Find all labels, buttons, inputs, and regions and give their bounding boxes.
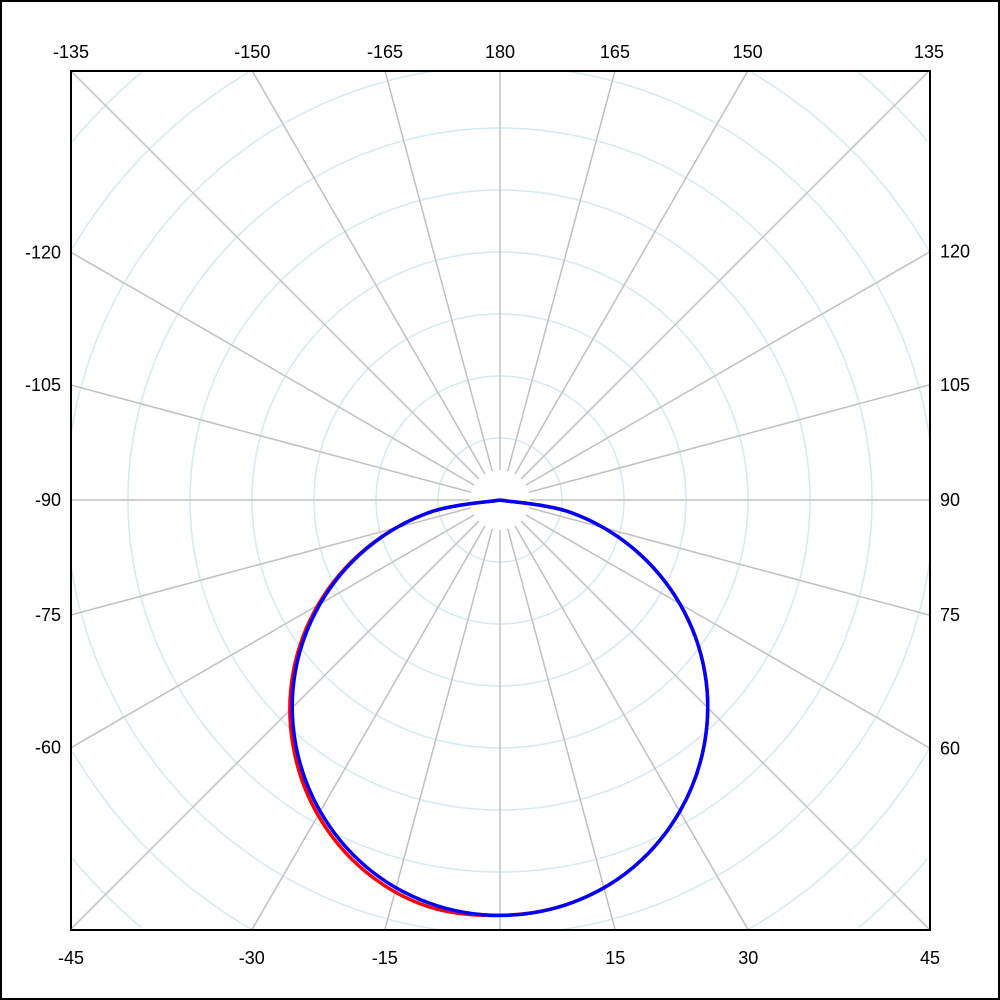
left-angle-label: -75 — [35, 605, 61, 625]
left-angle-label: -60 — [35, 738, 61, 758]
plot-area — [70, 70, 931, 931]
bottom-angle-label: 45 — [920, 948, 940, 968]
bottom-angle-label: -30 — [239, 948, 265, 968]
grid-radial-line — [70, 70, 480, 480]
grid-radial-line — [514, 70, 749, 475]
grid-radial-line — [384, 70, 493, 472]
bottom-angle-label: 15 — [605, 948, 625, 968]
grid-radial-line — [528, 384, 931, 493]
top-angle-label: -165 — [367, 42, 403, 62]
top-angle-label: -135 — [53, 42, 89, 62]
grid-radial-line — [70, 384, 472, 493]
grid-radial-line — [251, 525, 486, 931]
grid-radial-line — [514, 525, 749, 931]
left-angle-label: -105 — [25, 375, 61, 395]
left-angle-label: -120 — [25, 242, 61, 262]
series-line-1 — [290, 498, 710, 918]
grid-radial-line — [507, 70, 616, 472]
grid-radial-line — [528, 507, 931, 616]
top-angle-label: 165 — [600, 42, 630, 62]
top-angle-label: -150 — [234, 42, 270, 62]
grid-radial-line — [520, 70, 930, 480]
grid-radial-line — [507, 528, 616, 931]
grid-radial-line — [520, 520, 931, 931]
right-angle-label: 90 — [940, 490, 960, 510]
top-angle-label: 180 — [485, 42, 515, 62]
right-angle-label: 75 — [940, 605, 960, 625]
grid-radial-line — [384, 528, 493, 931]
grid-radial-line — [525, 514, 931, 749]
grid-radial-line — [70, 514, 475, 749]
grid-radial-line — [70, 507, 472, 616]
right-angle-label: 105 — [940, 375, 970, 395]
left-angle-label: -90 — [35, 490, 61, 510]
right-angle-label: 60 — [940, 738, 960, 758]
grid-radial-line — [70, 251, 475, 486]
grid-radial-line — [525, 251, 931, 486]
grid-radial-line — [251, 70, 486, 475]
bottom-angle-label: 30 — [738, 948, 758, 968]
bottom-angle-label: -15 — [372, 948, 398, 968]
right-angle-label: 120 — [940, 242, 970, 262]
grid-radial-line — [70, 520, 480, 930]
bottom-angle-label: -45 — [58, 948, 84, 968]
top-angle-label: 150 — [733, 42, 763, 62]
top-angle-label: 135 — [914, 42, 944, 62]
plot-frame — [70, 70, 931, 931]
